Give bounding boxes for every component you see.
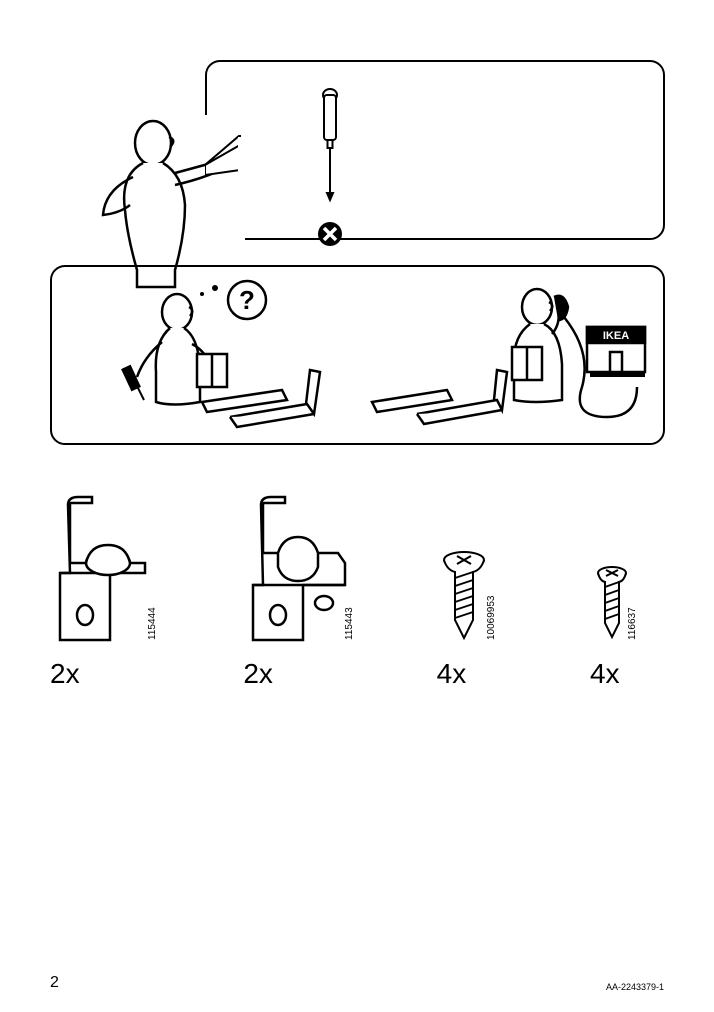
page-footer: 2 AA-2243379-1 xyxy=(50,974,664,992)
part-quantity: 2x xyxy=(50,658,80,690)
document-number: AA-2243379-1 xyxy=(606,982,664,992)
instruction-page: ? xyxy=(0,0,714,1012)
confused-person-icon: ? xyxy=(82,272,342,442)
part-item: 10069953 4x xyxy=(437,480,527,690)
part-number: 115443 xyxy=(344,607,355,640)
part-number: 115444 xyxy=(147,607,158,640)
parts-inventory: 115444 2x 115443 2x xyxy=(50,480,665,690)
part-quantity: 4x xyxy=(437,658,467,690)
ikea-store-label: IKEA xyxy=(603,330,629,342)
page-number: 2 xyxy=(50,974,59,992)
help-panel: ? xyxy=(50,265,665,445)
tools-required-panel xyxy=(205,60,665,240)
part-item: 116637 4x xyxy=(590,480,665,690)
part-item: 115443 2x xyxy=(243,480,373,690)
part-quantity: 4x xyxy=(590,658,620,690)
screwdriver-icon xyxy=(310,85,350,215)
part-item: 115444 2x xyxy=(50,480,180,690)
part-quantity: 2x xyxy=(243,658,273,690)
screw-large-icon xyxy=(437,550,492,645)
call-ikea-icon: IKEA xyxy=(362,272,652,442)
question-mark: ? xyxy=(239,285,255,315)
part-number: 116637 xyxy=(627,607,638,640)
part-number: 10069953 xyxy=(486,596,497,641)
speech-tail-icon xyxy=(205,135,255,175)
cross-circle-icon xyxy=(316,220,344,248)
